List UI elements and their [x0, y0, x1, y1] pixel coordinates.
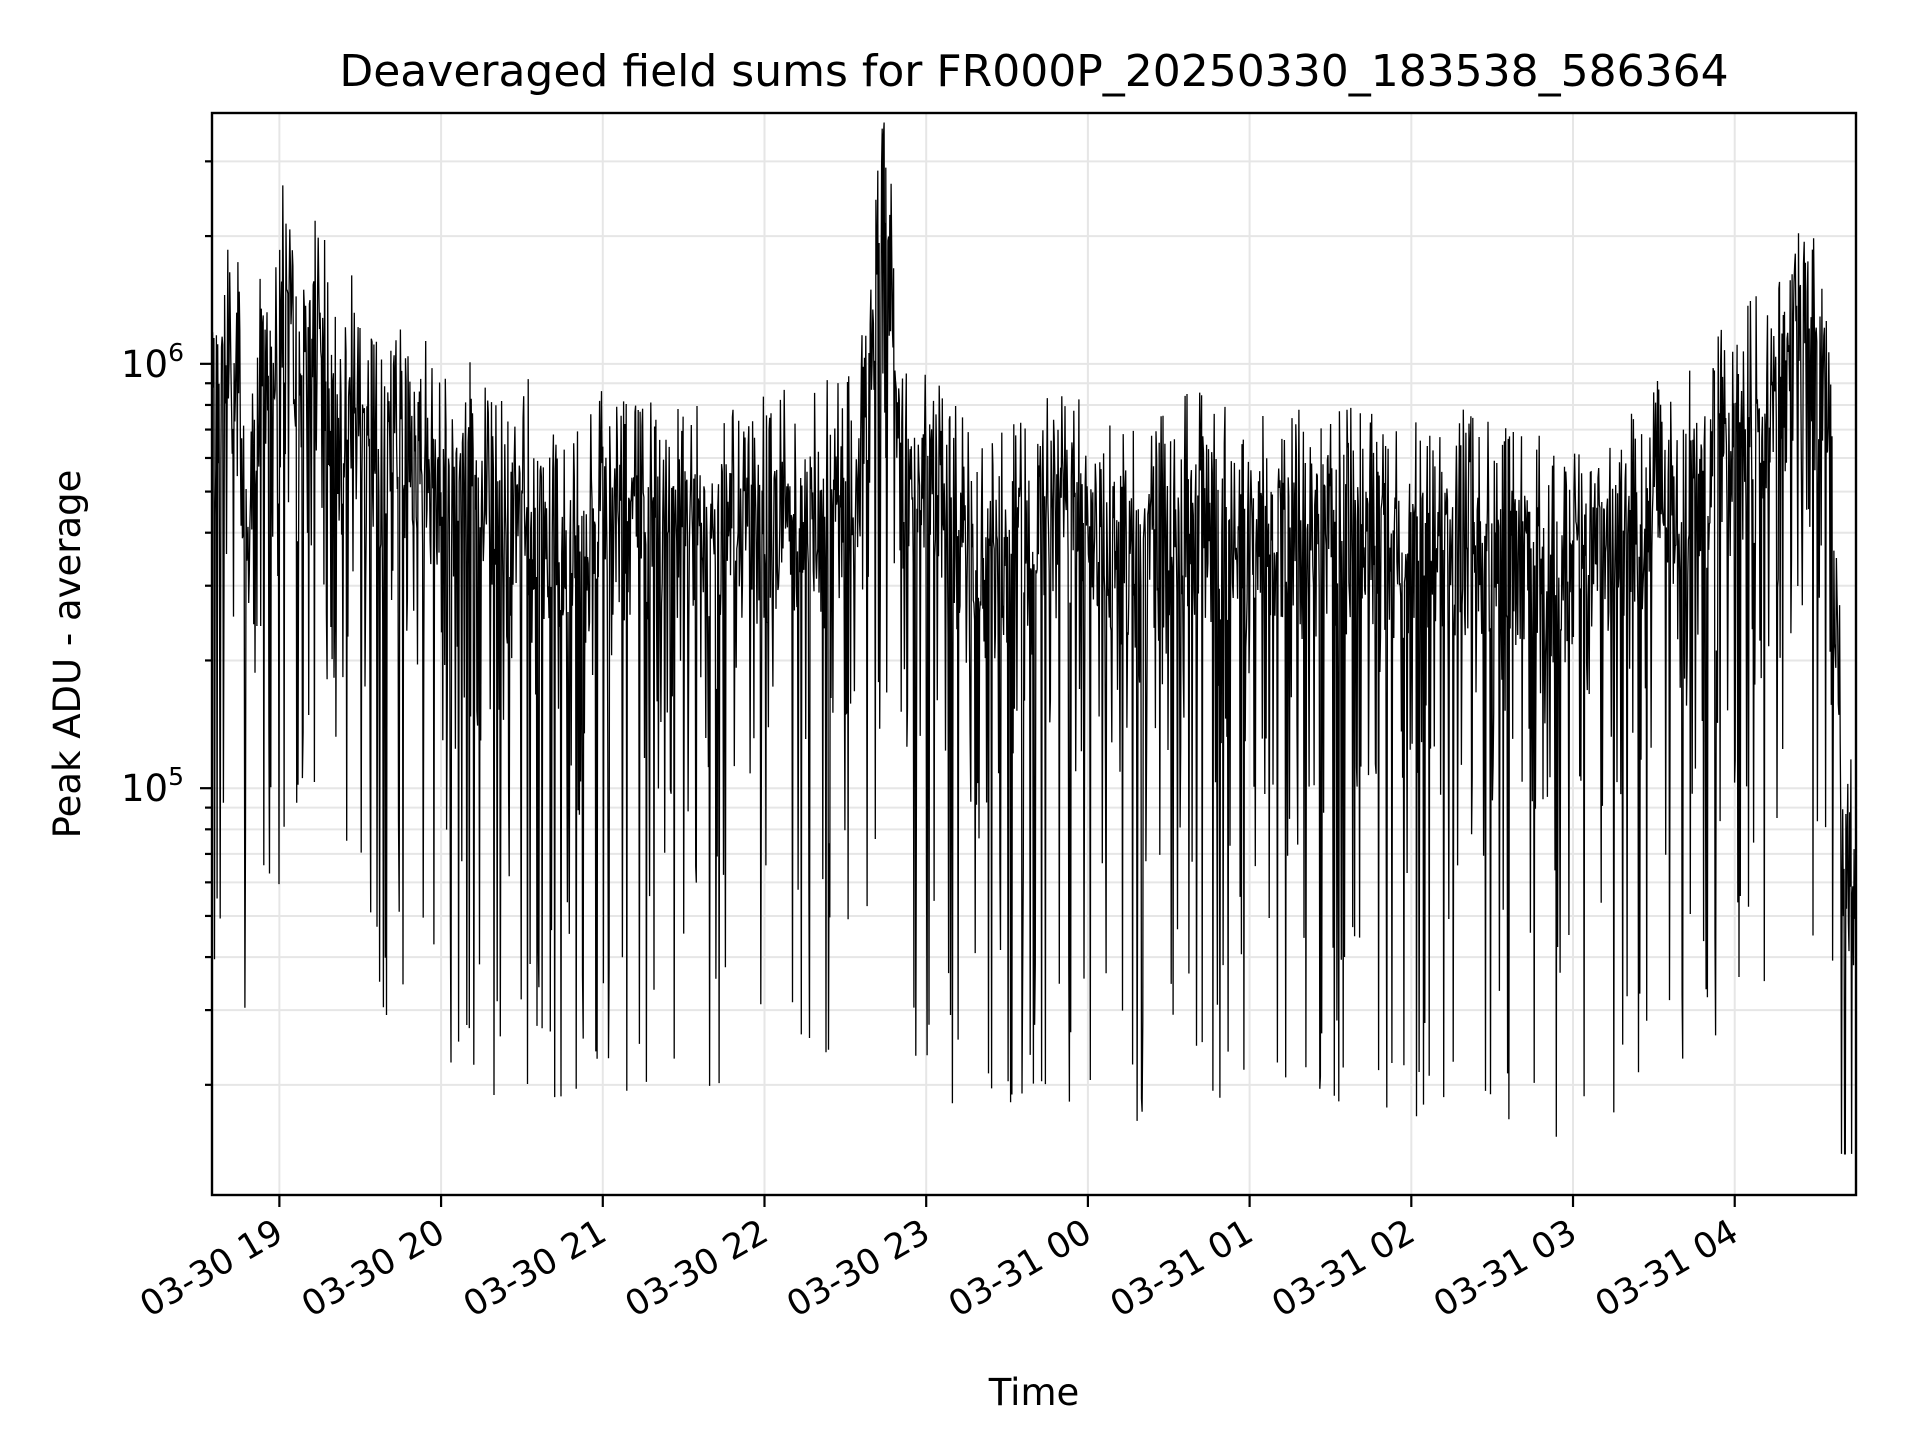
- series-layer: [211, 122, 1857, 1155]
- data-series-line: [211, 122, 1857, 1155]
- chart-title: Deaveraged field sums for FR000P_2025033…: [339, 46, 1728, 97]
- plot-frame: [210, 111, 1858, 1197]
- y-tick-label-exponent: 6: [168, 338, 184, 367]
- x-axis-label: Time: [988, 1371, 1080, 1414]
- y-axis-label: Peak ADU - average: [46, 470, 89, 839]
- y-tick-label-base: 10: [121, 767, 168, 810]
- y-tick-label: 105: [121, 762, 184, 810]
- y-tick-label-base: 10: [121, 343, 168, 386]
- y-tick-label-exponent: 5: [168, 762, 184, 791]
- y-tick-label: 106: [121, 338, 184, 386]
